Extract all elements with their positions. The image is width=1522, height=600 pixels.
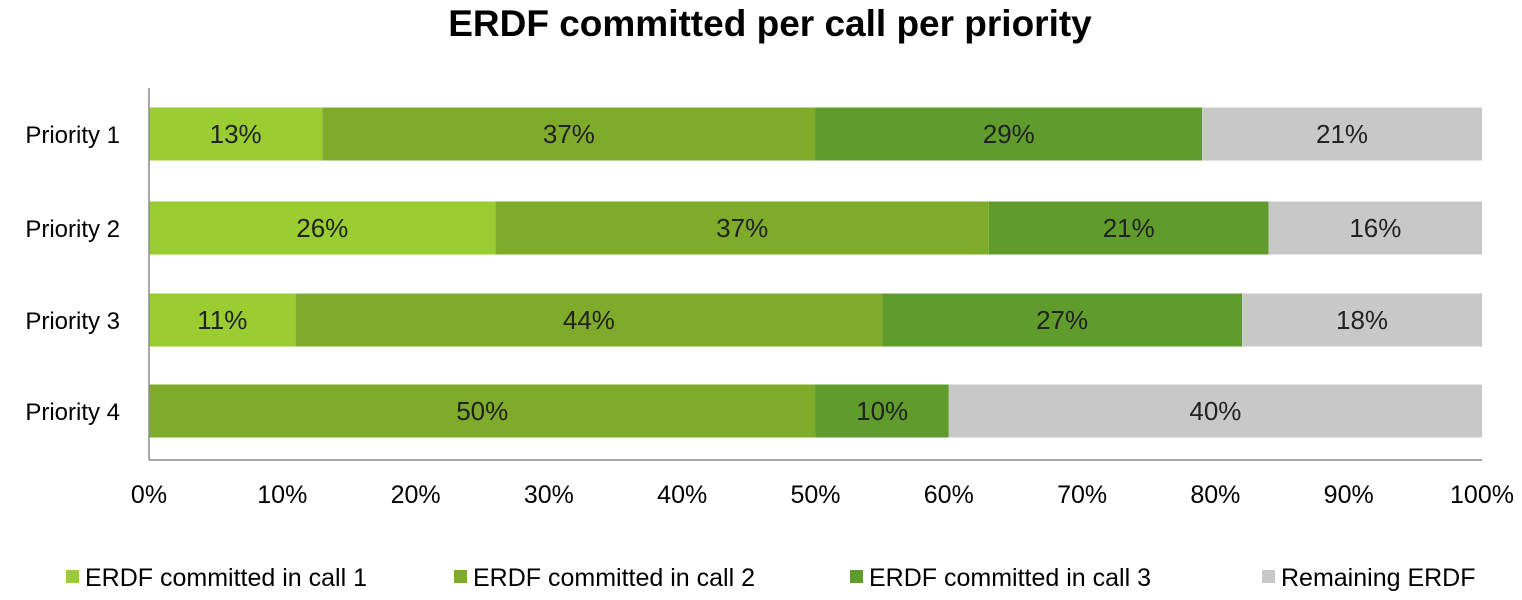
data-label-series-3-category-1: 16% [1349, 213, 1401, 243]
bars-layer: 13% 37% 29% 21% 26% 37% 21% 16% 11% 44% 27% 18% 50% 1… [149, 107, 1482, 438]
bar-segment-series-2-category-3 [815, 384, 949, 438]
data-label-series-1-category-0: 37% [543, 119, 595, 149]
category-label-2: Priority 3 [25, 308, 120, 335]
bar-segment-series-0-category-2 [149, 293, 296, 347]
bar-segment-series-2-category-0 [815, 107, 1203, 161]
bar-segment-series-1-category-1 [495, 201, 989, 255]
bar-segment-series-0-category-0 [149, 107, 323, 161]
legend-swatch-1 [454, 570, 467, 583]
data-label-series-2-category-3: 10% [856, 396, 908, 426]
data-label-series-2-category-1: 21% [1103, 213, 1155, 243]
x-tick-label-7: 70% [1057, 481, 1107, 509]
legend-swatch-3 [1262, 570, 1275, 583]
x-tick-label-6: 60% [924, 481, 974, 509]
category-label-0: Priority 1 [25, 122, 120, 149]
chart-title: ERDF committed per call per priority [448, 3, 1092, 44]
data-label-series-0-category-1: 26% [296, 213, 348, 243]
x-tick-label-4: 40% [657, 481, 707, 509]
legend: ERDF committed in call 1 ERDF committed i… [66, 564, 1476, 592]
data-label-series-1-category-3: 50% [456, 396, 508, 426]
data-label-series-0-category-0: 13% [210, 119, 262, 149]
data-label-series-3-category-0: 21% [1316, 119, 1368, 149]
bar-segment-series-3-category-2 [1242, 293, 1482, 347]
legend-label-3: Remaining ERDF [1281, 564, 1476, 592]
legend-label-2: ERDF committed in call 3 [869, 564, 1151, 592]
bar-segment-series-1-category-0 [322, 107, 816, 161]
data-label-series-2-category-0: 29% [983, 119, 1035, 149]
bar-segment-series-1-category-3 [149, 384, 816, 438]
data-label-series-1-category-2: 44% [563, 305, 615, 335]
category-label-1: Priority 2 [25, 216, 120, 243]
legend-swatch-0 [66, 570, 79, 583]
legend-swatch-2 [850, 570, 863, 583]
x-tick-label-2: 20% [391, 481, 441, 509]
data-label-series-2-category-2: 27% [1036, 305, 1088, 335]
bar-segment-series-1-category-2 [295, 293, 883, 347]
bar-segment-series-3-category-1 [1268, 201, 1482, 255]
data-label-series-3-category-3: 40% [1189, 396, 1241, 426]
x-tick-label-5: 50% [790, 481, 840, 509]
data-label-series-1-category-1: 37% [716, 213, 768, 243]
bar-segment-series-3-category-3 [948, 384, 1482, 438]
bar-segment-series-2-category-1 [988, 201, 1269, 255]
legend-label-0: ERDF committed in call 1 [85, 564, 367, 592]
legend-label-1: ERDF committed in call 2 [473, 564, 755, 592]
bar-segment-series-3-category-0 [1202, 107, 1482, 161]
x-tick-label-3: 30% [524, 481, 574, 509]
axis-layer: Priority 1 Priority 2 Priority 3 Priority 4… [25, 88, 1514, 509]
data-label-series-0-category-2: 11% [197, 305, 247, 335]
x-tick-label-9: 90% [1324, 481, 1374, 509]
data-label-series-3-category-2: 18% [1336, 305, 1388, 335]
category-label-3: Priority 4 [25, 399, 120, 426]
x-tick-label-1: 10% [257, 481, 307, 509]
x-tick-label-8: 80% [1190, 481, 1240, 509]
x-tick-label-0: 0% [131, 481, 167, 509]
bar-segment-series-2-category-2 [882, 293, 1243, 347]
bar-segment-series-0-category-1 [149, 201, 496, 255]
x-tick-label-10: 100% [1450, 481, 1514, 509]
